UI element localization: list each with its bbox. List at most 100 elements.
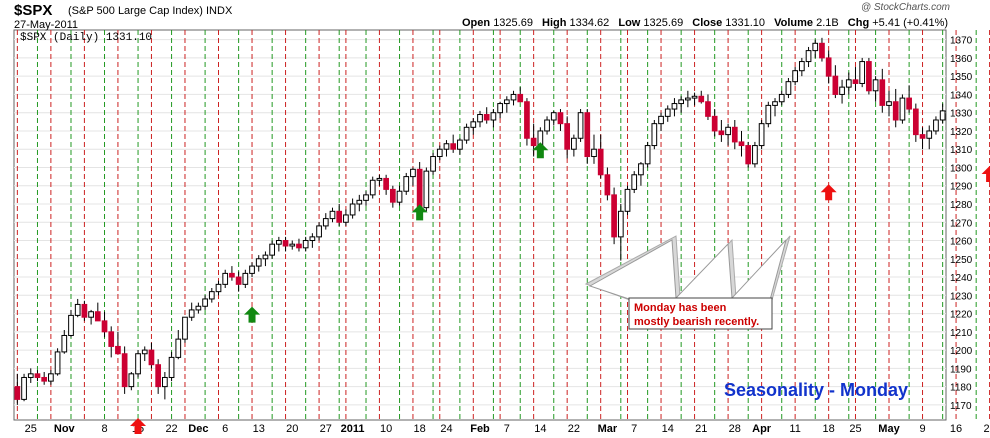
candle-body	[249, 265, 255, 274]
candle-117	[798, 57, 805, 77]
candle-body	[691, 95, 698, 99]
candle-body	[450, 143, 457, 150]
candle-body	[128, 373, 135, 388]
candle-body	[497, 103, 503, 114]
candle-42	[296, 238, 302, 252]
candle-body	[108, 331, 115, 347]
candle-body	[296, 243, 302, 249]
volume-label: Volume	[774, 17, 814, 29]
candle-138	[939, 103, 946, 124]
x-tick-25: 25	[849, 423, 861, 435]
candle-50	[349, 198, 356, 219]
candle-body	[705, 101, 711, 117]
candle-body	[933, 119, 939, 132]
candle-body	[926, 130, 933, 139]
x-tick-7: 7	[631, 423, 637, 435]
candle-13	[101, 311, 108, 338]
candle-65	[450, 134, 457, 153]
candle-body	[48, 373, 54, 382]
candle-23	[168, 351, 175, 382]
candle-body	[805, 50, 812, 63]
candle-body	[242, 272, 249, 285]
candle-body	[772, 101, 778, 106]
candle-body	[81, 303, 88, 318]
candle-41	[289, 240, 296, 250]
y-axis-tick-labels: 1170 1180 1190 1200 1210 1220 1230 1240 1250 1260…	[950, 36, 973, 412]
close-label: Close	[692, 17, 723, 29]
candle-79	[544, 116, 550, 135]
candle-105	[718, 120, 725, 142]
candle-38	[269, 240, 275, 259]
candle-108	[738, 130, 745, 157]
candle-body	[564, 123, 571, 150]
candle-body	[14, 386, 21, 400]
candle-body	[785, 81, 792, 95]
candle-132	[899, 94, 906, 124]
y-tick-1340: 1340	[950, 90, 973, 101]
candle-body	[604, 174, 611, 196]
green-arrow-icon	[411, 204, 428, 221]
candle-body	[443, 143, 450, 150]
candle-body	[819, 42, 825, 59]
candle-body	[396, 190, 403, 203]
candle-58	[403, 172, 410, 195]
candle-73	[503, 96, 510, 113]
candle-88	[604, 167, 611, 201]
candle-body	[182, 316, 188, 340]
candle-body	[490, 112, 497, 121]
candle-61	[423, 167, 430, 212]
candle-84	[577, 109, 584, 142]
candle-76	[524, 98, 530, 146]
candle-25	[182, 316, 188, 343]
candle-99	[678, 96, 685, 113]
x-tick-11: 11	[789, 423, 800, 435]
close-value: 1331.10	[725, 17, 766, 29]
high-label: High	[542, 17, 567, 29]
y-tick-1210: 1210	[950, 328, 973, 339]
candle-body	[919, 134, 926, 139]
candle-56	[389, 185, 396, 208]
candle-43	[302, 236, 309, 252]
plot-frame	[13, 29, 947, 421]
index-name: (S&P 500 Large Cap Index) INDX	[68, 5, 233, 17]
candle-18	[135, 350, 141, 378]
candle-body	[188, 309, 195, 318]
candle-body	[101, 320, 108, 333]
y-tick-1270: 1270	[950, 218, 973, 229]
candle-body	[906, 97, 912, 110]
candle-90	[617, 204, 624, 261]
candle-89	[611, 187, 617, 245]
candle-9	[74, 298, 81, 318]
candle-75	[517, 87, 524, 103]
candle-111	[758, 120, 765, 150]
x-tick-16: 16	[950, 423, 962, 435]
x-tick-Feb: Feb	[470, 423, 490, 435]
candle-body	[430, 156, 436, 172]
candle-16	[121, 346, 128, 394]
low-label: Low	[618, 17, 641, 29]
x-tick-25: 25	[25, 423, 37, 435]
candle-body	[591, 148, 597, 158]
candle-body	[678, 99, 685, 105]
red-arrow-icon	[130, 418, 147, 434]
x-tick-18: 18	[414, 423, 426, 435]
callout-text-line2: mostly bearish recently.	[634, 316, 759, 328]
candle-109	[745, 141, 752, 168]
candle-body	[54, 351, 61, 375]
candle-body	[624, 188, 631, 212]
y-tick-1360: 1360	[950, 54, 973, 65]
candle-14	[108, 326, 115, 358]
candle-96	[658, 112, 664, 131]
candle-11	[88, 309, 94, 325]
candle-101	[691, 92, 698, 106]
chart-title: Seasonality - Monday	[724, 380, 908, 400]
candle-body	[524, 101, 530, 139]
candle-body	[718, 130, 725, 136]
candle-body	[416, 168, 423, 209]
y-tick-1280: 1280	[950, 200, 973, 211]
candle-72	[497, 101, 503, 119]
candle-body	[457, 139, 463, 150]
candle-94	[644, 141, 651, 168]
candle-131	[892, 88, 899, 128]
